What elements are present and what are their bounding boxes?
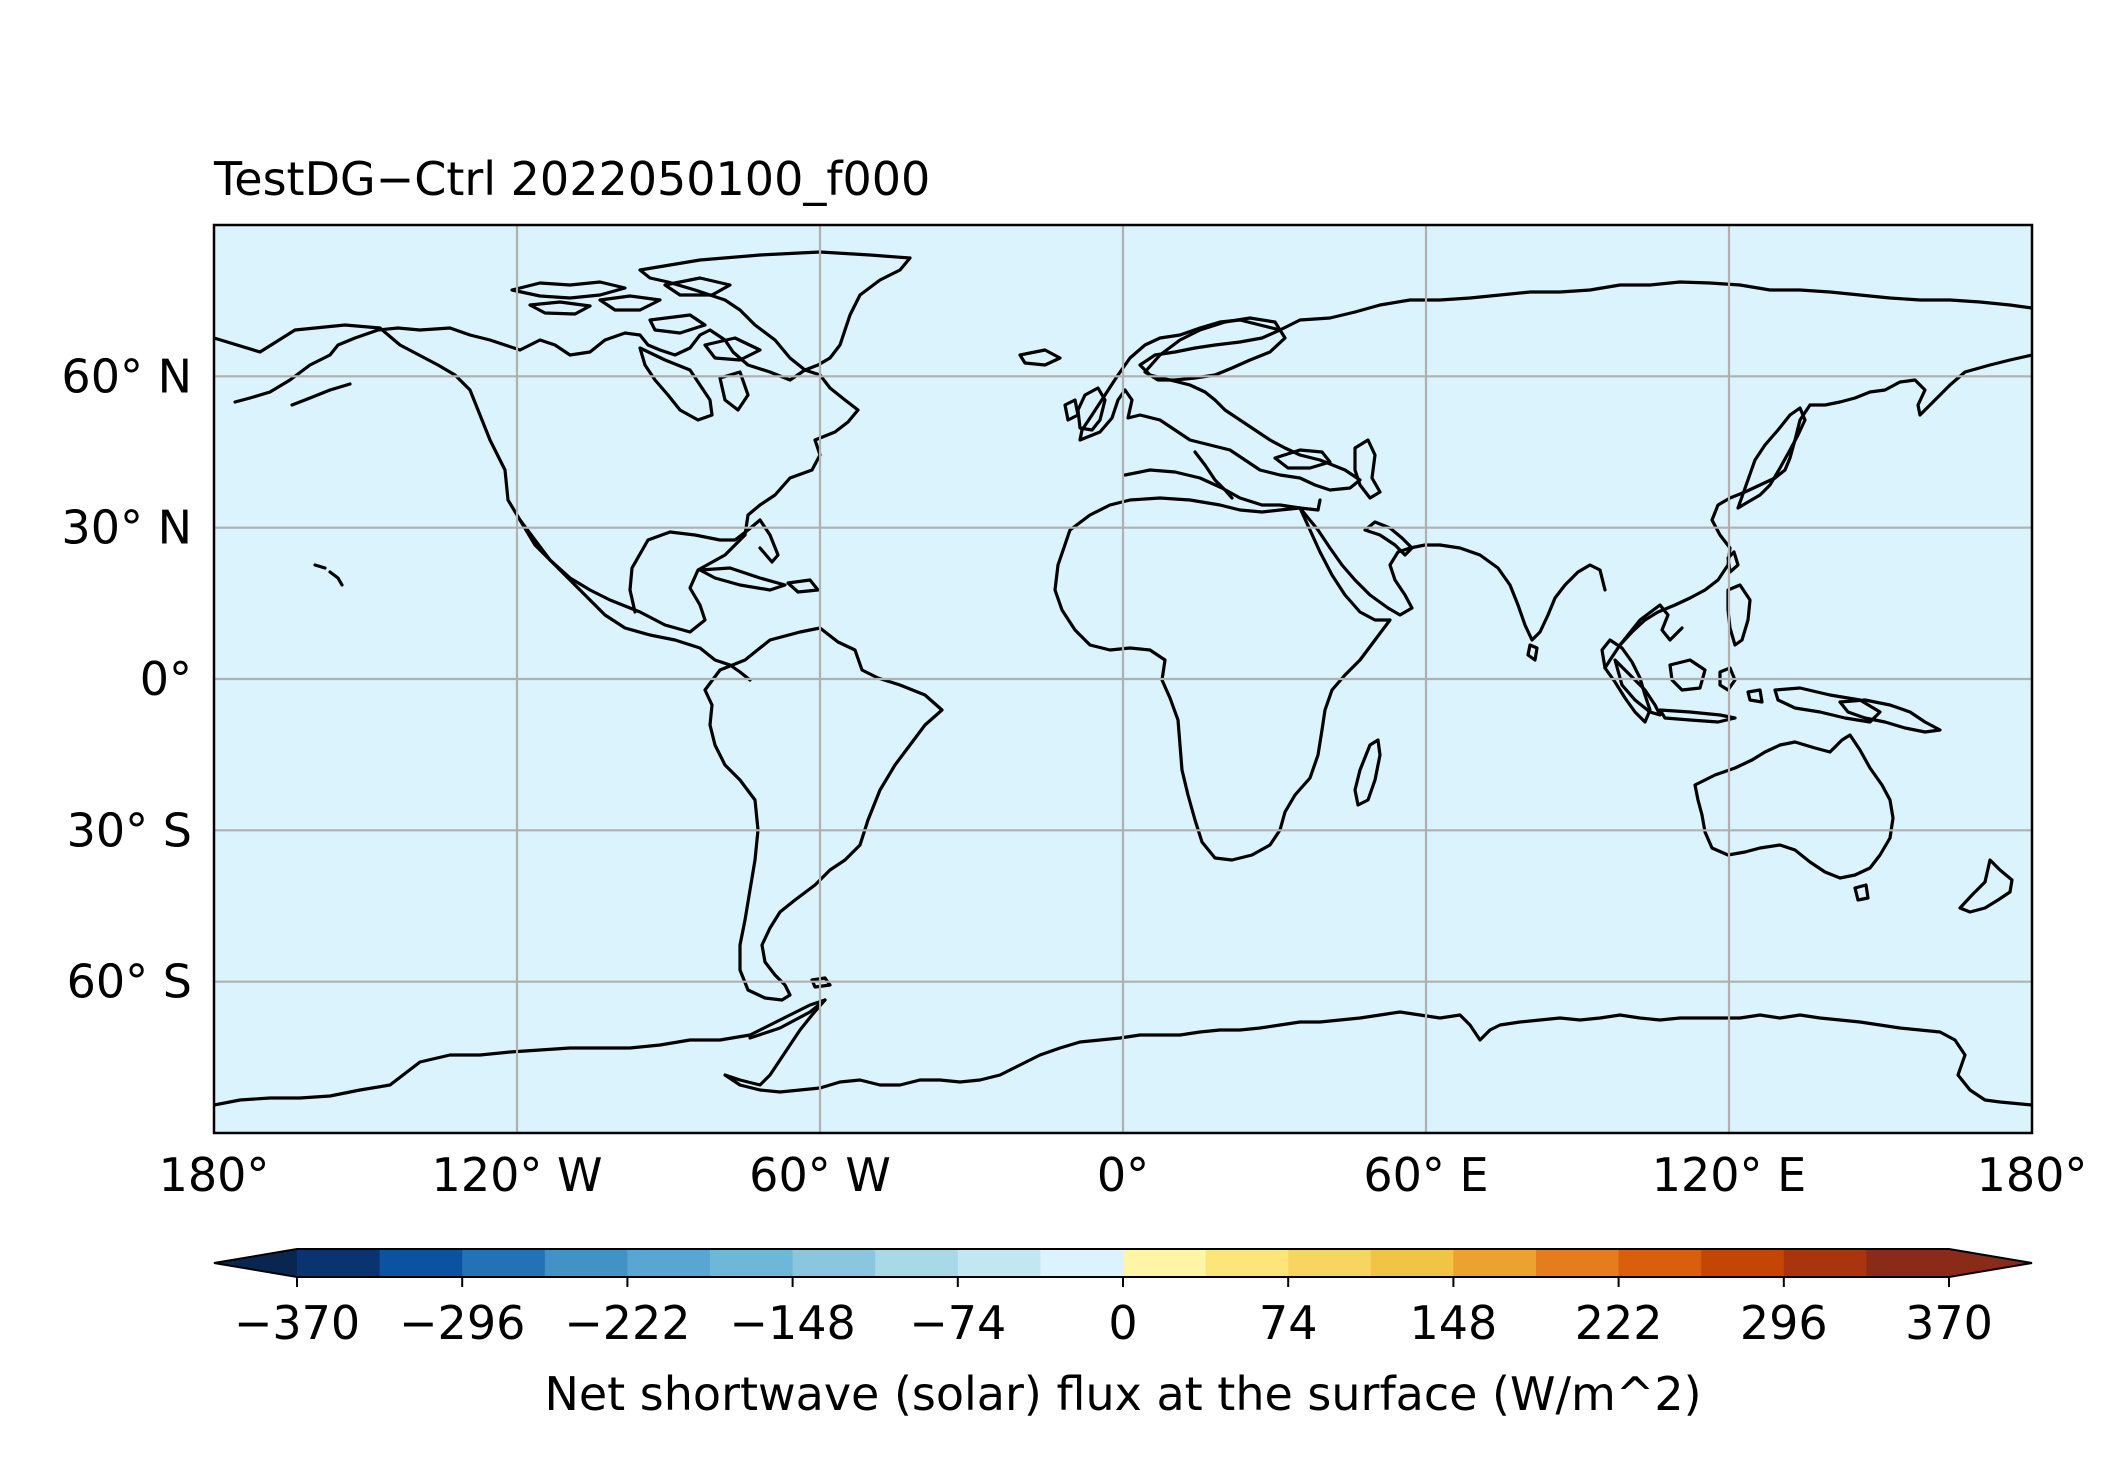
coastline-south-america — [703, 626, 944, 1002]
lon-tick-label: 120° W — [432, 1148, 603, 1202]
colorbar-bin — [1866, 1249, 1950, 1277]
colorbar-tick-label: 222 — [1575, 1296, 1663, 1350]
map-frame — [212, 223, 2034, 1135]
map-title: TestDG−Ctrl 2022050100_f000 — [213, 152, 930, 206]
lat-tick-label: 30° S — [67, 803, 192, 857]
lat-tick-label: 60° N — [61, 349, 192, 403]
colorbar-bin — [1536, 1249, 1620, 1277]
coastline-middle-east — [1298, 506, 1442, 617]
longitude-labels: 180° 120° W 60° W 0° 60° E 120° E 180° — [159, 1148, 2088, 1202]
lon-tick-label: 120° E — [1652, 1148, 1807, 1202]
colorbar-bin — [792, 1249, 876, 1277]
colorbar-tick-label: 74 — [1259, 1296, 1318, 1350]
colorbar-ticks: −370 −296 −222 −148 −74 0 74 148 222 296 370 — [234, 1277, 1993, 1350]
colorbar-tick-label: −148 — [729, 1296, 855, 1350]
colorbar-bin — [1123, 1249, 1207, 1277]
coastline-italy — [1193, 450, 1234, 500]
lon-tick-label: 60° W — [749, 1148, 891, 1202]
colorbar-bin — [1701, 1249, 1785, 1277]
colorbar-tick-label: −296 — [399, 1296, 525, 1350]
colorbar-bin — [957, 1249, 1041, 1277]
coastline-australia — [1693, 733, 1895, 880]
lon-tick-label: 0° — [1097, 1148, 1149, 1202]
coastline-hispaniola — [786, 578, 820, 594]
coastline-africa — [1053, 496, 1392, 862]
colorbar: −370 −296 −222 −148 −74 0 74 148 222 296 370 Net s… — [213, 1248, 2033, 1421]
coastline-cuba — [698, 566, 787, 592]
coastline-caspian-sea — [1353, 438, 1382, 500]
coastline-central-america — [518, 518, 752, 682]
colorbar-bin — [1205, 1249, 1289, 1277]
coastline-hudson-bay — [638, 346, 714, 422]
colorbar-bin — [1370, 1249, 1454, 1277]
colorbar-extend-max — [1949, 1249, 2032, 1277]
colorbar-bin — [1783, 1249, 1867, 1277]
colorbar-tick-label: 296 — [1740, 1296, 1828, 1350]
coastline-mediterranean — [1123, 468, 1322, 512]
coastline-gulf-of-mexico — [628, 518, 762, 614]
coastline-asia-north — [1278, 280, 2032, 332]
coastline-madagascar — [1353, 738, 1382, 807]
colorbar-bin — [1618, 1249, 1702, 1277]
colorbar-tick-label: −222 — [564, 1296, 690, 1350]
colorbar-bin — [1453, 1249, 1537, 1277]
colorbar-tick-label: −370 — [234, 1296, 360, 1350]
lat-tick-label: 30° N — [61, 501, 192, 555]
colorbar-bin — [627, 1249, 711, 1277]
coastline-sri-lanka — [1526, 643, 1539, 662]
colorbar-tick-label: −74 — [909, 1296, 1006, 1350]
lon-tick-label: 60° E — [1363, 1148, 1488, 1202]
colorbar-bin — [379, 1249, 463, 1277]
coastline-hawaii — [313, 563, 344, 587]
coastline-southeast-asia — [1600, 638, 1652, 724]
coastline-florida — [758, 518, 780, 564]
coastline-scandinavia — [1143, 316, 1287, 382]
coastline-antarctica — [214, 998, 2032, 1107]
lon-tick-label: 180° — [159, 1148, 270, 1202]
coastline-persian-gulf — [1363, 520, 1414, 557]
lat-tick-label: 60° S — [67, 955, 192, 1009]
colorbar-bin — [875, 1249, 959, 1277]
coastline-japan — [1736, 406, 1807, 510]
coastline-arctic-islands — [510, 276, 762, 412]
colorbar-bin — [544, 1249, 628, 1277]
coastline-tasmania — [1853, 883, 1870, 902]
coastline-india — [1438, 543, 1607, 642]
coastline-iceland — [1018, 348, 1062, 367]
coastline-new-zealand — [1958, 858, 2014, 914]
colorbar-tick-label: 148 — [1409, 1296, 1497, 1350]
coastline-indochina — [1618, 603, 1684, 647]
coastlines — [214, 250, 2032, 1107]
colorbar-extend-min — [214, 1249, 297, 1277]
coastline-indonesia — [1613, 658, 1882, 724]
colorbar-bin — [1040, 1249, 1124, 1277]
coastline-british-isles — [1063, 386, 1107, 432]
coastline-antarctic-peninsula — [748, 998, 827, 1040]
coastline-europe — [1078, 318, 1362, 492]
colorbar-bin — [1288, 1249, 1372, 1277]
map-panel — [212, 223, 2034, 1135]
coastline-alaska-peninsula — [290, 382, 352, 407]
coastline-black-sea — [1273, 448, 1332, 470]
coastline-kamchatka — [1808, 353, 2032, 417]
gridlines — [214, 225, 2032, 1133]
lon-tick-label: 180° — [1977, 1148, 2088, 1202]
colorbar-label: Net shortwave (solar) flux at the surfac… — [544, 1367, 1701, 1421]
lat-tick-label: 0° — [140, 652, 192, 706]
colorbar-bins — [297, 1249, 1950, 1277]
coastline-north-america — [214, 323, 860, 634]
colorbar-bin — [462, 1249, 546, 1277]
coastline-okhotsk — [1773, 403, 1812, 480]
colorbar-tick-label: 0 — [1108, 1296, 1137, 1350]
coastline-new-guinea — [1838, 698, 1942, 734]
colorbar-tick-label: 370 — [1905, 1296, 1993, 1350]
latitude-labels: 60° N 30° N 0° 30° S 60° S — [61, 349, 192, 1008]
colorbar-bin — [710, 1249, 794, 1277]
colorbar-bin — [297, 1249, 381, 1277]
